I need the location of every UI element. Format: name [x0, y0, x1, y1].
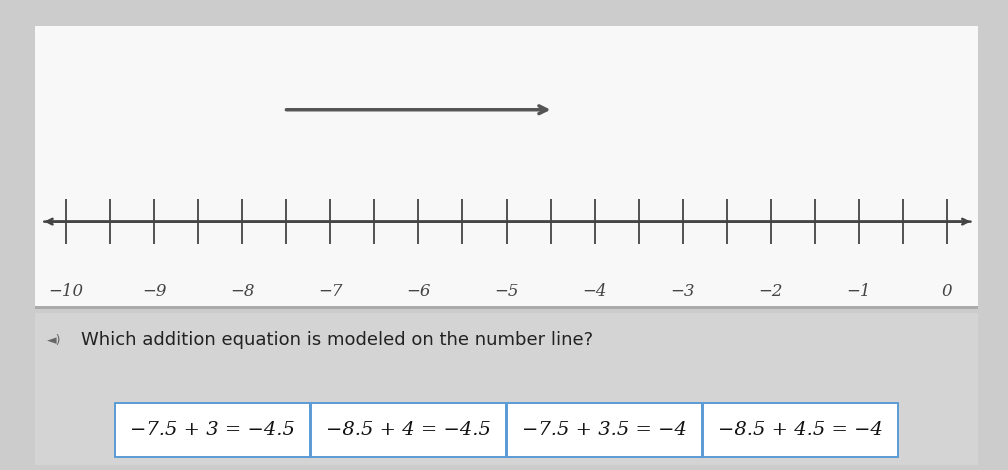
- Text: −2: −2: [758, 283, 783, 300]
- Text: −4: −4: [583, 283, 607, 300]
- FancyBboxPatch shape: [507, 403, 702, 457]
- FancyBboxPatch shape: [115, 403, 309, 457]
- Text: −8: −8: [230, 283, 255, 300]
- FancyBboxPatch shape: [311, 403, 506, 457]
- Text: −8.5 + 4 = −4.5: −8.5 + 4 = −4.5: [326, 421, 491, 439]
- Text: −6: −6: [406, 283, 430, 300]
- Text: −7.5 + 3 = −4.5: −7.5 + 3 = −4.5: [130, 421, 295, 439]
- Text: −7: −7: [319, 283, 343, 300]
- Text: Which addition equation is modeled on the number line?: Which addition equation is modeled on th…: [81, 331, 593, 349]
- Text: 0: 0: [941, 283, 953, 300]
- Text: −8.5 + 4.5 = −4: −8.5 + 4.5 = −4: [718, 421, 883, 439]
- Text: −9: −9: [142, 283, 166, 300]
- Text: ◄): ◄): [46, 334, 61, 346]
- FancyBboxPatch shape: [704, 403, 898, 457]
- Text: −7.5 + 3.5 = −4: −7.5 + 3.5 = −4: [522, 421, 687, 439]
- Text: −10: −10: [48, 283, 84, 300]
- Text: −3: −3: [670, 283, 695, 300]
- Text: −5: −5: [494, 283, 519, 300]
- Text: −1: −1: [847, 283, 871, 300]
